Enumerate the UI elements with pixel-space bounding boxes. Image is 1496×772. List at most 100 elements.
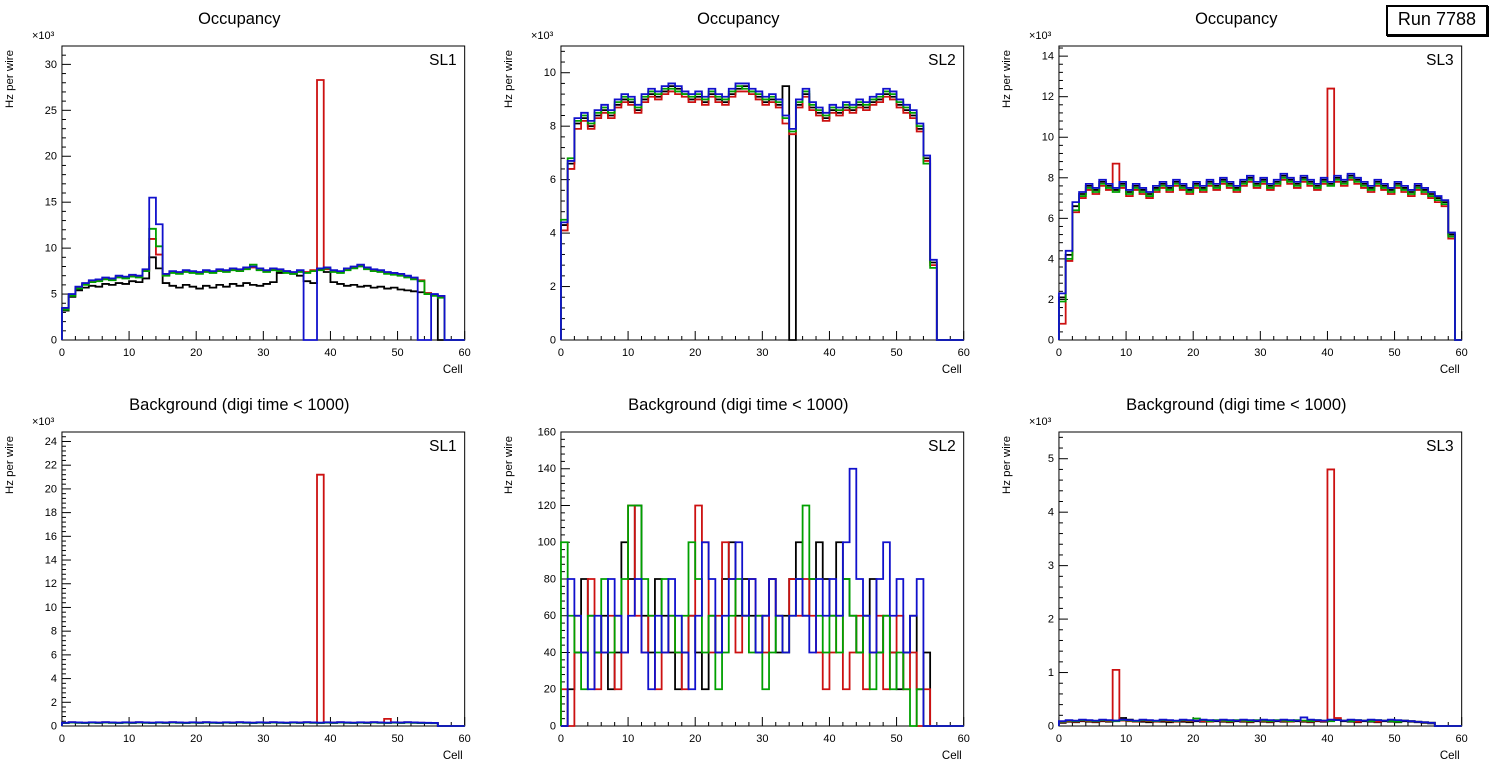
y-tick-label: 22 <box>45 460 57 472</box>
y-tick-label: 60 <box>543 610 555 622</box>
x-tick-label: 20 <box>689 347 701 359</box>
x-tick-label: 50 <box>391 347 403 359</box>
y-tick-label: 0 <box>550 334 556 346</box>
y-axis-multiplier: ×10³ <box>531 30 554 42</box>
x-axis-title: Cell <box>443 750 463 762</box>
histogram-red <box>559 90 964 341</box>
histogram-blue <box>61 721 465 727</box>
y-tick-label: 0 <box>1048 334 1054 346</box>
x-tick-label: 10 <box>1120 347 1132 359</box>
x-tick-label: 30 <box>1255 347 1267 359</box>
y-tick-label: 8 <box>51 626 57 638</box>
pad-background-sl2: 0 10 20 30 40 50 60 0 20 40 60 80 100 120 140 160 Backgr… <box>499 386 998 772</box>
y-tick-label: 14 <box>1042 51 1054 63</box>
axis-ticks <box>61 431 466 727</box>
axis-ticks <box>1058 47 1463 341</box>
y-axis-title: Hz per wire <box>4 50 16 108</box>
chart-title: Background (digi time < 1000) <box>1127 396 1347 414</box>
chart-svg: 0 10 20 30 40 50 60 0 2 4 6 8 10 12 14 Occupancy SL3 ×10³… <box>1001 10 1468 376</box>
y-tick-label: 8 <box>550 121 556 133</box>
x-tick-label: 50 <box>890 347 902 359</box>
x-tick-label: 40 <box>823 347 835 359</box>
pad-label: SL1 <box>429 52 457 69</box>
y-tick-label: 40 <box>543 647 555 659</box>
y-tick-label: 18 <box>45 507 57 519</box>
y-tick-label: 6 <box>550 174 556 186</box>
x-tick-label: 20 <box>190 347 202 359</box>
x-tick-label: 60 <box>1456 347 1468 359</box>
x-axis-title: Cell <box>942 750 962 762</box>
x-tick-label: 20 <box>190 733 202 745</box>
x-tick-label: 50 <box>391 733 403 745</box>
x-tick-label: 10 <box>1120 733 1132 745</box>
pad-label: SL3 <box>1426 438 1454 455</box>
y-tick-label: 15 <box>45 197 57 209</box>
pad-occupancy-sl3: 0 10 20 30 40 50 60 0 2 4 6 8 10 12 14 Occupancy SL3 ×10³… <box>997 0 1496 386</box>
y-axis-title: Hz per wire <box>4 436 16 494</box>
x-tick-label: 0 <box>59 733 65 745</box>
axis-ticks <box>1058 436 1463 727</box>
y-tick-label: 5 <box>51 289 57 301</box>
x-tick-label: 50 <box>1389 347 1401 359</box>
histogram-green <box>559 85 964 341</box>
x-tick-label: 50 <box>890 733 902 745</box>
y-tick-label: 2 <box>1048 294 1054 306</box>
x-tick-label: 10 <box>622 347 634 359</box>
histogram-red <box>1058 468 1463 727</box>
y-tick-label: 4 <box>51 673 57 685</box>
y-tick-label: 24 <box>45 436 57 448</box>
x-tick-label: 60 <box>459 347 471 359</box>
pad-label: SL2 <box>928 52 956 69</box>
x-tick-label: 10 <box>123 347 135 359</box>
chart-svg: 0 10 20 30 40 50 60 0 2 4 6 8 10 Occupancy SL2 ×10³ Hz p… <box>503 10 970 376</box>
y-tick-label: 5 <box>1048 453 1054 465</box>
plot-frame <box>560 45 964 341</box>
y-axis-title: Hz per wire <box>1001 436 1013 494</box>
x-tick-label: 60 <box>459 733 471 745</box>
x-axis-title: Cell <box>942 364 962 376</box>
x-tick-label: 20 <box>1187 347 1199 359</box>
y-tick-label: 10 <box>543 67 555 79</box>
y-tick-label: 10 <box>45 243 57 255</box>
y-tick-label: 1 <box>1048 667 1054 679</box>
x-tick-label: 0 <box>558 347 564 359</box>
histogram-red <box>61 473 465 727</box>
y-axis-title: Hz per wire <box>503 436 515 494</box>
y-tick-label: 0 <box>1048 720 1054 732</box>
x-tick-label: 10 <box>123 733 135 745</box>
x-tick-label: 30 <box>257 347 269 359</box>
y-tick-label: 140 <box>537 463 555 475</box>
y-axis-title: Hz per wire <box>1001 50 1013 108</box>
x-tick-label: 30 <box>257 733 269 745</box>
y-tick-label: 10 <box>45 602 57 614</box>
x-tick-label: 30 <box>1255 733 1267 745</box>
chart-title: Background (digi time < 1000) <box>129 396 349 414</box>
pad-label: SL3 <box>1426 52 1454 69</box>
x-tick-label: 0 <box>1056 347 1062 359</box>
y-tick-label: 12 <box>1042 91 1054 103</box>
y-axis-multiplier: ×10³ <box>1029 416 1052 428</box>
y-axis-multiplier: ×10³ <box>32 30 55 42</box>
y-tick-label: 120 <box>537 500 555 512</box>
histogram-green <box>61 227 465 341</box>
histogram-blue <box>61 196 465 341</box>
axis-ticks <box>61 45 466 341</box>
x-tick-label: 10 <box>622 733 634 745</box>
histogram-blue <box>559 82 964 341</box>
y-tick-label: 10 <box>1042 132 1054 144</box>
run-number-box: Run 7788 <box>1385 5 1488 36</box>
y-axis-multiplier: ×10³ <box>1029 30 1052 42</box>
histogram-red <box>1058 87 1463 341</box>
x-tick-label: 40 <box>324 347 336 359</box>
y-tick-label: 16 <box>45 531 57 543</box>
chart-svg: 0 10 20 30 40 50 60024681012141618202224Backgr… <box>4 396 471 762</box>
x-tick-label: 0 <box>59 347 65 359</box>
x-tick-label: 20 <box>1187 733 1199 745</box>
y-tick-label: 30 <box>45 59 57 71</box>
chart-title: Occupancy <box>697 10 780 28</box>
y-tick-label: 0 <box>51 334 57 346</box>
y-tick-label: 0 <box>51 720 57 732</box>
x-tick-label: 60 <box>1456 733 1468 745</box>
chart-svg: 0 10 20 30 40 50 60 0 1 2 3 4 5 Background (digi time… <box>1001 396 1468 762</box>
